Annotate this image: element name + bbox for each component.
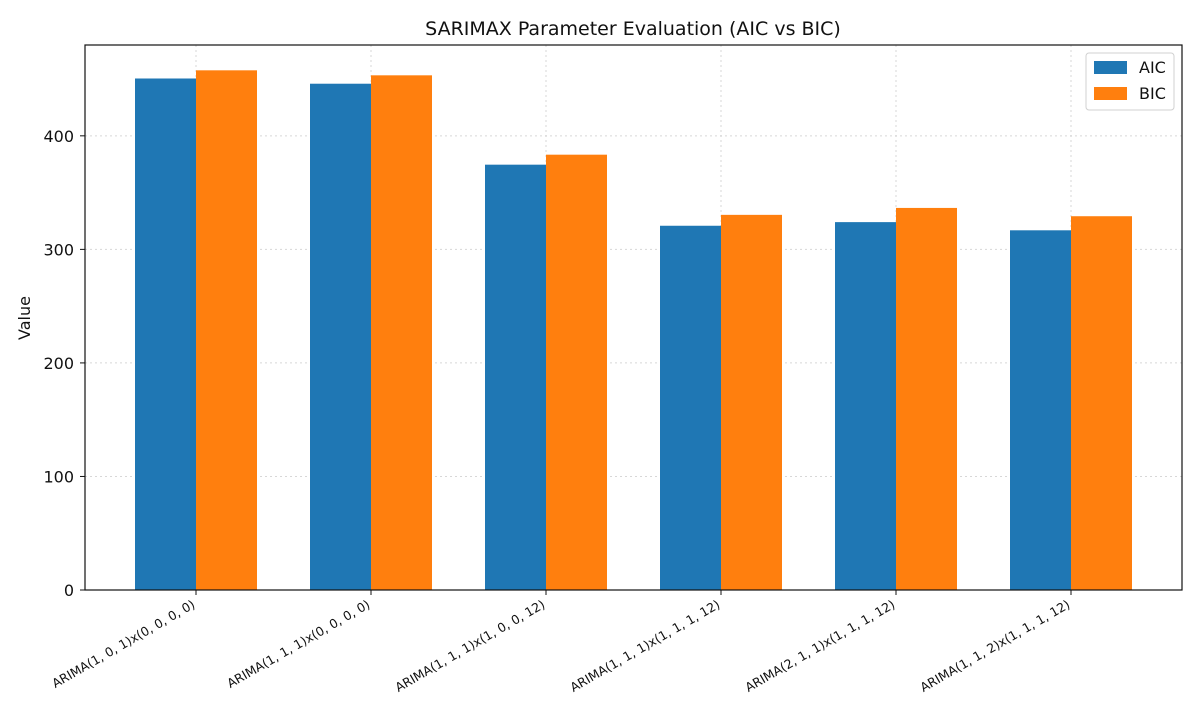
bic-bar-4 [896,207,957,590]
y-axis-label: Value [15,296,34,340]
y-tick-label-1: 100 [43,467,74,486]
legend-swatch-bic [1094,87,1127,100]
axes-group [80,44,1183,595]
aic-bar-0 [135,78,196,591]
x-tick-label-2: ARIMA(1, 1, 1)x(1, 0, 0, 12) [392,597,547,695]
x-tick-label-0: ARIMA(1, 0, 1)x(0, 0, 0, 0) [49,597,197,691]
legend: AIC BIC [1085,52,1175,111]
x-tick-label-4: ARIMA(2, 1, 1)x(1, 1, 1, 12) [742,597,897,695]
legend-label-bic: BIC [1139,84,1166,103]
aic-bar-1 [310,83,371,590]
bic-bar-3 [721,214,782,590]
aic-bar-4 [835,222,896,590]
bic-bar-1 [371,75,432,591]
bic-bar-0 [196,70,257,590]
y-tick-label-3: 300 [43,240,74,259]
y-tick-label-4: 400 [43,127,74,146]
chart-title: SARIMAX Parameter Evaluation (AIC vs BIC… [425,18,841,40]
aic-bar-3 [660,225,721,590]
legend-label-aic: AIC [1139,58,1166,77]
x-tick-label-5: ARIMA(1, 1, 2)x(1, 1, 1, 12) [917,597,1072,695]
aic-bar-2 [485,164,546,590]
plot-frame [84,44,1183,591]
legend-swatch-aic [1094,61,1127,74]
x-tick-label-1: ARIMA(1, 1, 1)x(0, 0, 0, 0) [224,597,372,691]
x-tick-label-3: ARIMA(1, 1, 1)x(1, 1, 1, 12) [567,597,722,695]
bic-bar-5 [1071,216,1132,591]
bic-bar-2 [546,154,607,590]
y-tick-label-0: 0 [64,581,74,600]
bar-series-group [135,70,1132,591]
aic-bar-5 [1010,230,1071,591]
y-tick-label-2: 200 [43,354,74,373]
